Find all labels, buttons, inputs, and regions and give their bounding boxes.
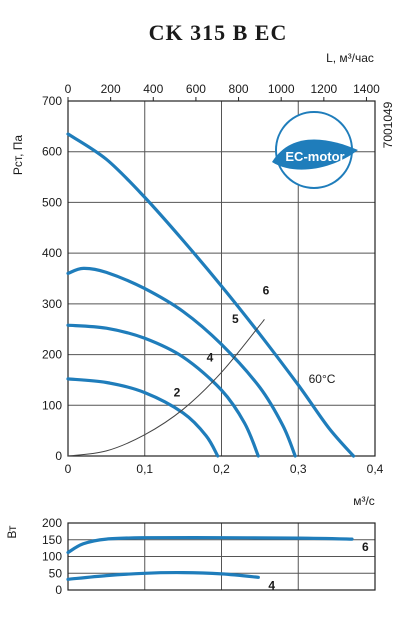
top-axis-tick-label: 800 xyxy=(229,82,249,96)
y-tick-label: 300 xyxy=(42,297,62,311)
y-tick-label: 400 xyxy=(42,246,62,260)
top-axis-tick-label: 600 xyxy=(186,82,206,96)
article-number: 7001049 xyxy=(381,101,395,148)
fan-curve-5 xyxy=(66,266,297,458)
temperature-annotation: 60°C xyxy=(309,372,336,386)
power-y-tick-label: 0 xyxy=(55,583,62,597)
fan-curve-4 xyxy=(66,323,260,458)
top-axis-tick-label: 400 xyxy=(143,82,163,96)
x-tick-label: 0,4 xyxy=(367,462,384,476)
power-y-tick-label: 200 xyxy=(42,516,62,530)
top-axis-label: L, м³/час xyxy=(326,51,374,65)
top-axis-tick-label: 1400 xyxy=(353,82,380,96)
x-tick-label: 0,3 xyxy=(290,462,307,476)
x-tick-label: 0,1 xyxy=(136,462,153,476)
ec-motor-logo-text: EC-motor xyxy=(285,149,344,164)
fan-curve-2 xyxy=(66,377,220,458)
power-curve-6 xyxy=(66,536,354,555)
power-y-tick-label: 100 xyxy=(42,550,62,564)
curve-label-4: 4 xyxy=(207,351,214,365)
plot-frame xyxy=(67,100,376,457)
power-curve-label-6: 6 xyxy=(362,540,369,554)
power-axis-label: Вт xyxy=(5,525,19,539)
top-axis-tick-label: 0 xyxy=(65,82,72,96)
fan-curve-6 xyxy=(66,132,356,458)
curve-label-6: 6 xyxy=(263,284,270,298)
y-tick-label: 700 xyxy=(42,94,62,108)
system-resistance-curve xyxy=(67,319,265,457)
power-curve-label-4: 4 xyxy=(268,578,275,592)
curve-label-5: 5 xyxy=(232,312,239,326)
y-tick-label: 100 xyxy=(42,398,62,412)
power-plot-frame xyxy=(67,522,376,591)
x-axis-label: м³/с xyxy=(353,494,375,508)
x-tick-label: 0,2 xyxy=(213,462,230,476)
power-y-tick-label: 150 xyxy=(42,533,62,547)
y-tick-label: 0 xyxy=(55,449,62,463)
y-tick-label: 200 xyxy=(42,348,62,362)
top-axis-tick-label: 200 xyxy=(101,82,121,96)
chart-title: CK 315 B EC xyxy=(149,20,288,45)
y-tick-label: 600 xyxy=(42,145,62,159)
ec-motor-logo: EC-motor xyxy=(272,111,358,189)
curve-label-2: 2 xyxy=(174,386,181,400)
y-tick-label: 500 xyxy=(42,195,62,209)
x-tick-label: 0 xyxy=(65,462,72,476)
y-axis-label: Рст, Па xyxy=(11,135,25,175)
power-curve-4 xyxy=(66,570,260,581)
top-axis-tick-label: 1000 xyxy=(268,82,295,96)
power-y-tick-label: 50 xyxy=(49,566,63,580)
top-axis-tick-label: 1200 xyxy=(310,82,337,96)
